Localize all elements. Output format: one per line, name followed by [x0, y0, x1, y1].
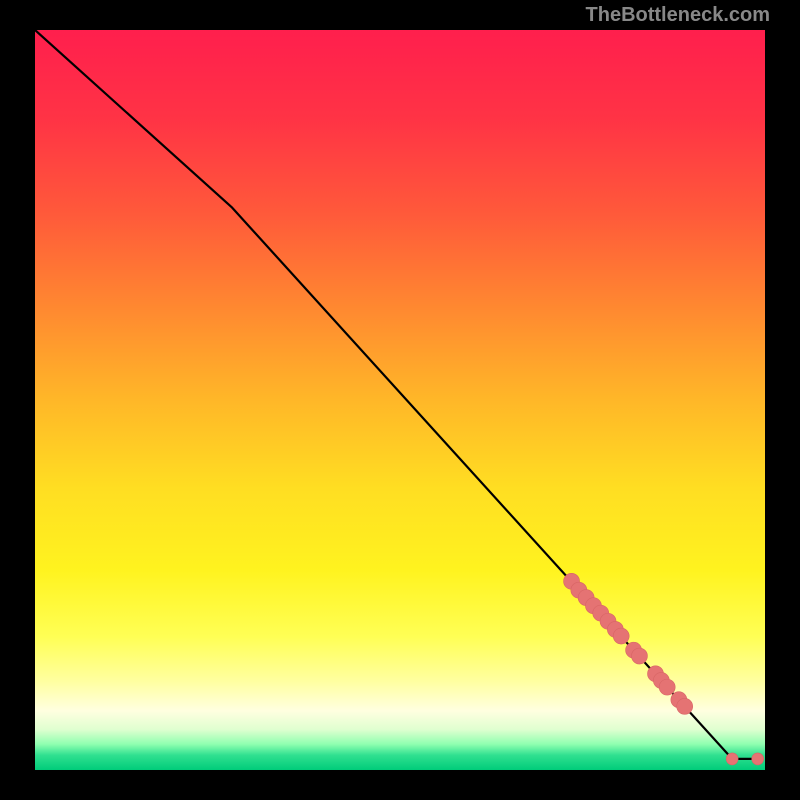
data-marker: [631, 648, 647, 664]
data-marker: [752, 753, 764, 765]
chart-svg: [35, 30, 765, 770]
data-marker: [726, 753, 738, 765]
data-marker: [677, 698, 693, 714]
watermark-text: TheBottleneck.com: [586, 4, 770, 27]
data-marker: [659, 679, 675, 695]
chart-plot-area: [35, 30, 765, 770]
gradient-background: [35, 30, 765, 770]
data-marker: [613, 628, 629, 644]
